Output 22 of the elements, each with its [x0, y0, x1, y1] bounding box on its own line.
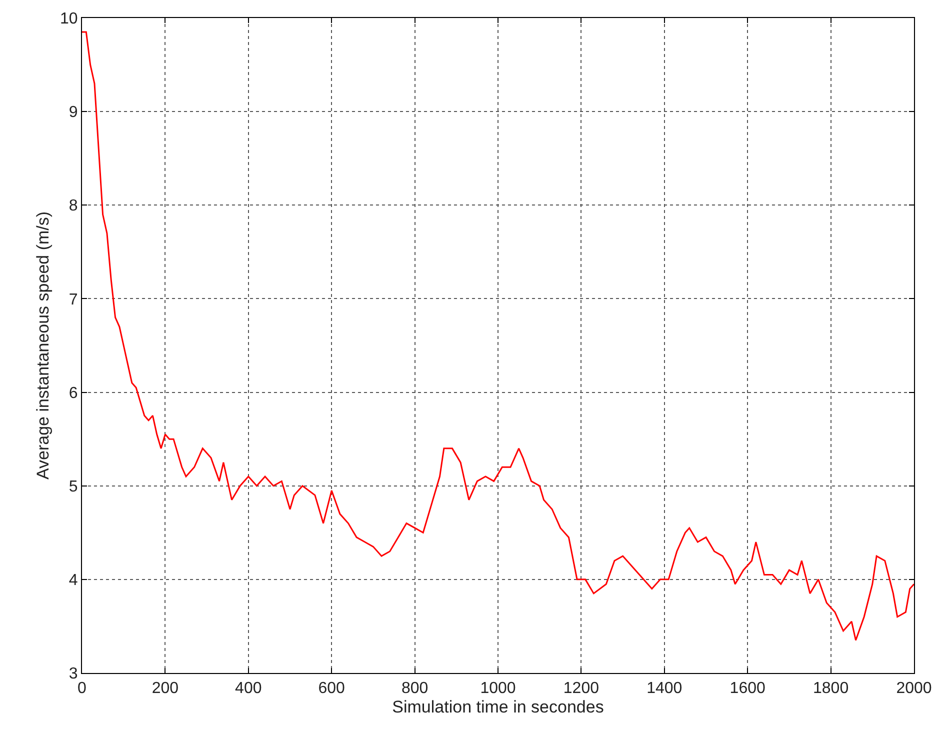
- y-tick-label: 9: [68, 104, 78, 122]
- x-axis-title: Simulation time in secondes: [392, 698, 604, 717]
- x-tick-label: 2000: [896, 680, 932, 698]
- y-tick-label: 3: [68, 666, 78, 683]
- y-tick-label: 4: [68, 572, 78, 590]
- y-axis-title: Average instantaneous speed (m/s): [34, 211, 53, 480]
- x-tick-label: 600: [318, 680, 346, 698]
- x-tick-label: 1400: [646, 680, 682, 698]
- y-tick-label: 10: [60, 10, 78, 28]
- x-tick-label: 1200: [563, 680, 600, 698]
- x-tick-label: 0: [78, 680, 87, 698]
- line-series: [82, 31, 914, 641]
- y-tick-label: 7: [68, 291, 78, 308]
- x-tick-label: 400: [235, 680, 262, 698]
- y-tick-label: 6: [68, 384, 78, 402]
- x-tick-label: 800: [401, 680, 428, 698]
- y-tick-label: 5: [68, 478, 78, 496]
- x-tick-label: 1000: [480, 680, 516, 698]
- x-tick-label: 1600: [730, 680, 766, 698]
- x-tick-label: 200: [152, 680, 179, 698]
- y-tick-label: 8: [68, 198, 78, 215]
- x-tick-label: 1800: [813, 680, 849, 698]
